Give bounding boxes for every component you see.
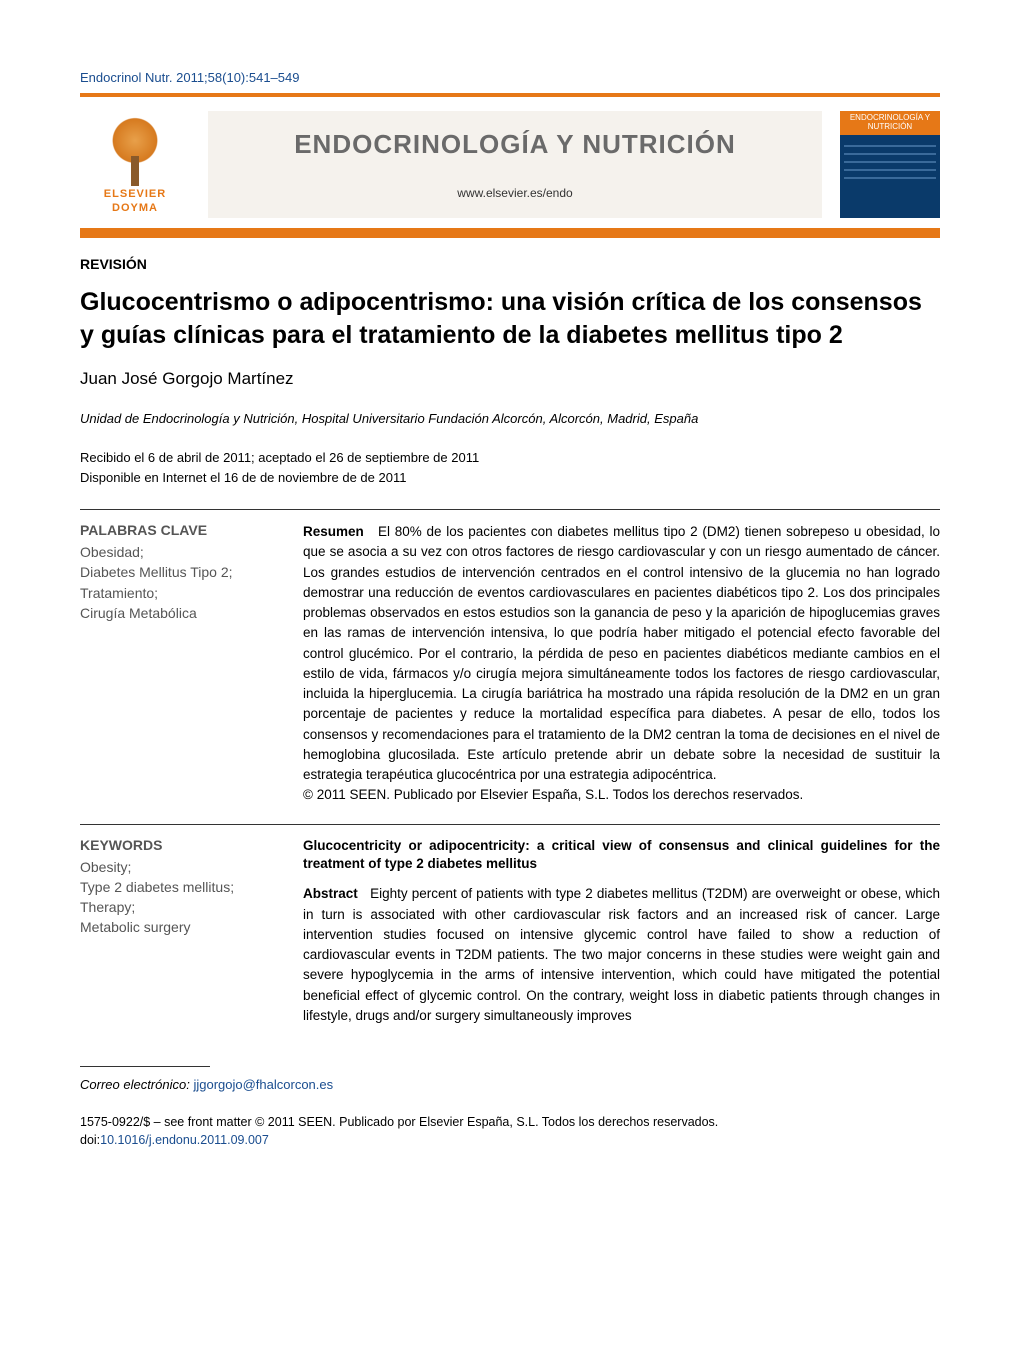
front-matter-text: 1575-0922/$ – see front matter © 2011 SE… [80, 1114, 940, 1132]
date-online: Disponible en Internet el 16 de de novie… [80, 468, 940, 488]
abstract-lead-en: Abstract [303, 886, 358, 901]
english-abstract-block: KEYWORDS Obesity; Type 2 diabetes mellit… [80, 824, 940, 1027]
abstract-body-es: El 80% de los pacientes con diabetes mel… [303, 524, 940, 782]
email-link[interactable]: jjgorgojo@fhalcorcon.es [193, 1077, 333, 1092]
abstract-copyright-es: © 2011 SEEN. Publicado por Elsevier Espa… [303, 785, 940, 805]
journal-title-box: ENDOCRINOLOGÍA Y NUTRICIÓN www.elsevier.… [208, 111, 822, 218]
footer-copyright: 1575-0922/$ – see front matter © 2011 SE… [80, 1114, 940, 1149]
header-citation: Endocrinol Nutr. 2011;58(10):541–549 [80, 70, 940, 85]
cover-label: ENDOCRINOLOGÍA Y NUTRICIÓN [840, 111, 940, 135]
author-name: Juan José Gorgojo Martínez [80, 369, 940, 389]
keywords-heading-en: KEYWORDS [80, 837, 275, 853]
masthead: ELSEVIER DOYMA ENDOCRINOLOGÍA Y NUTRICIÓ… [80, 111, 940, 218]
keywords-list-es: Obesidad; Diabetes Mellitus Tipo 2; Trat… [80, 542, 275, 623]
cover-thumbnail: ENDOCRINOLOGÍA Y NUTRICIÓN [840, 111, 940, 218]
keywords-list-en: Obesity; Type 2 diabetes mellitus; Thera… [80, 857, 275, 938]
abstract-body-en: Eighty percent of patients with type 2 d… [303, 886, 940, 1023]
article-dates: Recibido el 6 de abril de 2011; aceptado… [80, 448, 940, 487]
journal-title: ENDOCRINOLOGÍA Y NUTRICIÓN [294, 129, 736, 160]
publisher-name-1: ELSEVIER [104, 188, 166, 200]
email-label: Correo electrónico: [80, 1077, 190, 1092]
spanish-abstract-block: PALABRAS CLAVE Obesidad; Diabetes Mellit… [80, 509, 940, 806]
doi-label: doi: [80, 1133, 100, 1147]
footer-separator [80, 1066, 210, 1067]
article-title: Glucocentrismo o adipocentrismo: una vis… [80, 286, 940, 351]
abstract-lead-es: Resumen [303, 524, 364, 539]
publisher-logo: ELSEVIER DOYMA [80, 111, 190, 218]
english-title: Glucocentricity or adipocentricity: a cr… [303, 837, 940, 875]
elsevier-tree-icon [105, 116, 165, 186]
publisher-name-2: DOYMA [112, 202, 158, 214]
thick-divider [80, 228, 940, 238]
keywords-heading-es: PALABRAS CLAVE [80, 522, 275, 538]
doi-link[interactable]: 10.1016/j.endonu.2011.09.007 [100, 1133, 269, 1147]
corresponding-email: Correo electrónico: jjgorgojo@fhalcorcon… [80, 1077, 940, 1092]
date-received: Recibido el 6 de abril de 2011; aceptado… [80, 448, 940, 468]
journal-url[interactable]: www.elsevier.es/endo [457, 186, 572, 200]
section-label: REVISIÓN [80, 256, 940, 272]
thin-divider [80, 93, 940, 97]
author-affiliation: Unidad de Endocrinología y Nutrición, Ho… [80, 411, 940, 426]
